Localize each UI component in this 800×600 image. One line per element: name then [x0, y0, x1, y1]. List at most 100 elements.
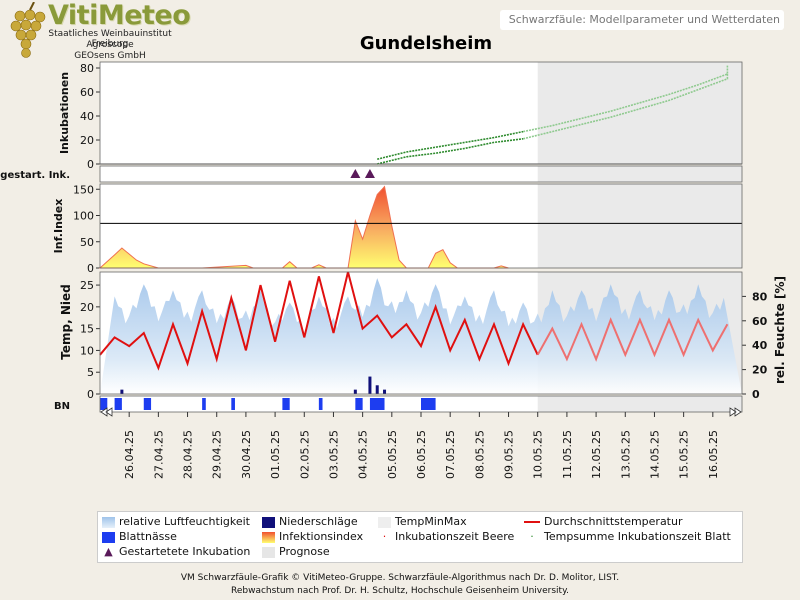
y-tick-label: 100 — [73, 210, 94, 223]
mean-temperature-line — [99, 271, 539, 371]
grape-icon — [10, 2, 46, 58]
rain-bar — [375, 385, 379, 394]
legend-item-tempminmax: TempMinMax — [378, 515, 467, 529]
x-tick-label: 01.05.25 — [269, 430, 282, 479]
legend-label: Prognose — [279, 545, 330, 558]
x-tick-label: 11.05.25 — [561, 430, 574, 479]
y2-tick-label: 80 — [752, 290, 768, 303]
rain-bar — [120, 389, 124, 394]
legend-item-humidity: relative Luftfeuchtigkeit — [102, 515, 250, 529]
y-tick-label: 60 — [80, 86, 94, 99]
logo-line-1: Staatliches Weinbauinstitut Freiburg — [48, 29, 172, 49]
legend-label: TempMinMax — [395, 515, 467, 528]
footer-line-1: VM Schwarzfäule-Grafik © VitiMeteo-Grupp… — [180, 573, 620, 583]
rain-bar — [383, 389, 387, 394]
x-tick-label: 10.05.25 — [532, 430, 545, 479]
incubation-forecast-line — [522, 72, 729, 140]
incubation-series-line — [377, 130, 524, 160]
x-tick-label: 13.05.25 — [619, 430, 632, 479]
y-axis-label: BN — [54, 401, 70, 412]
tempminmax-swatch — [378, 516, 391, 528]
legend-item-infection: Infektionsindex — [262, 530, 363, 544]
x-tick-label: 04.05.25 — [357, 430, 370, 479]
dot-swatch: · — [530, 530, 534, 543]
legend-item-prognosis: Prognose — [262, 545, 330, 559]
y-axis-label: Inf.Index — [52, 199, 65, 254]
legend: relative Luftfeuchtigkeit Niederschläge … — [97, 511, 743, 563]
leaf-wetness-bar — [100, 398, 108, 410]
y2-tick-label: 0 — [752, 388, 760, 401]
y-tick-label: 25 — [80, 279, 94, 292]
incubation-series-line — [377, 138, 524, 165]
x-tick-label: 12.05.25 — [590, 430, 603, 479]
legend-label: Infektionsindex — [279, 530, 364, 543]
prognosis-swatch — [262, 546, 275, 558]
legend-label: relative Luftfeuchtigkeit — [119, 515, 250, 528]
panel-border — [99, 165, 743, 183]
legend-label: Durchschnittstemperatur — [544, 515, 683, 528]
prognosis-region — [537, 166, 742, 182]
prognosis-region — [537, 184, 742, 268]
legend-label: Niederschläge — [279, 515, 358, 528]
humidity-swatch — [102, 516, 115, 528]
leaf-wetness-bar — [143, 398, 152, 410]
logo-line-2: Agroscope — [86, 40, 134, 50]
x-tick-label: 30.04.25 — [240, 430, 253, 479]
logo-line-3: GEOsens GmbH — [74, 51, 146, 61]
panel-border — [99, 271, 743, 395]
incubation-forecast-line — [522, 65, 729, 133]
legend-label: Inkubationszeit Beere — [395, 530, 515, 543]
leafwet-swatch — [102, 531, 115, 543]
y2-tick-label: 60 — [752, 315, 768, 328]
y-tick-label: 0 — [87, 388, 94, 401]
y-tick-label: 5 — [87, 366, 94, 379]
vitimeteo-logo: VitiMeteo Staatliches Weinbauinstitut Fr… — [4, 0, 194, 61]
legend-item-incub-leaf: · Tempsumme Inkubationszeit Blatt — [524, 530, 731, 544]
line-swatch — [524, 521, 540, 523]
y-axis-label: Inkubationen — [58, 72, 71, 154]
leaf-wetness-bar — [114, 398, 122, 410]
y2-tick-label: 40 — [752, 339, 768, 352]
leaf-wetness-bar — [231, 398, 235, 410]
dot-swatch: · — [382, 530, 387, 543]
x-tick-label: 08.05.25 — [473, 430, 486, 479]
started-incubation-marker — [350, 169, 361, 178]
x-tick-label: 28.04.25 — [182, 430, 195, 479]
footer-line-2: Rebwachstum nach Prof. Dr. H. Schultz, H… — [231, 586, 569, 596]
y-tick-label: 10 — [80, 344, 94, 357]
scroll-right-icon — [729, 407, 742, 417]
legend-item-started: ▲ Gestartetete Inkubation — [102, 545, 250, 559]
y-tick-label: 20 — [80, 134, 94, 147]
y-tick-label: 40 — [80, 110, 94, 123]
x-tick-label: 26.04.25 — [123, 430, 136, 479]
panel-border — [99, 61, 743, 165]
x-tick-label: 07.05.25 — [444, 430, 457, 479]
leaf-wetness-bar — [421, 398, 436, 410]
x-tick-label: 06.05.25 — [415, 430, 428, 479]
legend-item-leafwet: Blattnässe — [102, 530, 177, 544]
triangle-swatch: ▲ — [104, 545, 113, 558]
y-axis-label: gestart. Ink. — [0, 170, 70, 181]
leaf-wetness-bar — [355, 398, 363, 410]
legend-item-rain: Niederschläge — [262, 515, 358, 529]
x-tick-label: 09.05.25 — [503, 430, 516, 479]
scroll-left-icon — [100, 407, 113, 417]
x-tick-label: 27.04.25 — [152, 430, 165, 479]
panel-border — [99, 183, 743, 269]
y-axis-label: Temp, Nied — [59, 284, 73, 359]
location-title: Gundelsheim — [359, 33, 493, 54]
legend-label: Gestartetete Inkubation — [119, 545, 251, 558]
y2-axis-label: rel. Feuchte [%] — [773, 276, 787, 384]
y-tick-label: 0 — [87, 262, 94, 275]
header-title: Schwarzfäule: Modellparameter und Wetter… — [500, 10, 784, 30]
infection-swatch — [262, 531, 275, 543]
rain-bar — [368, 376, 372, 394]
prognosis-region — [537, 62, 742, 164]
leaf-wetness-bar — [318, 398, 323, 410]
y-tick-label: 50 — [80, 236, 94, 249]
x-tick-label: 03.05.25 — [327, 430, 340, 479]
y-tick-label: 15 — [80, 323, 94, 336]
y2-tick-label: 20 — [752, 364, 768, 377]
x-tick-label: 14.05.25 — [648, 430, 661, 479]
